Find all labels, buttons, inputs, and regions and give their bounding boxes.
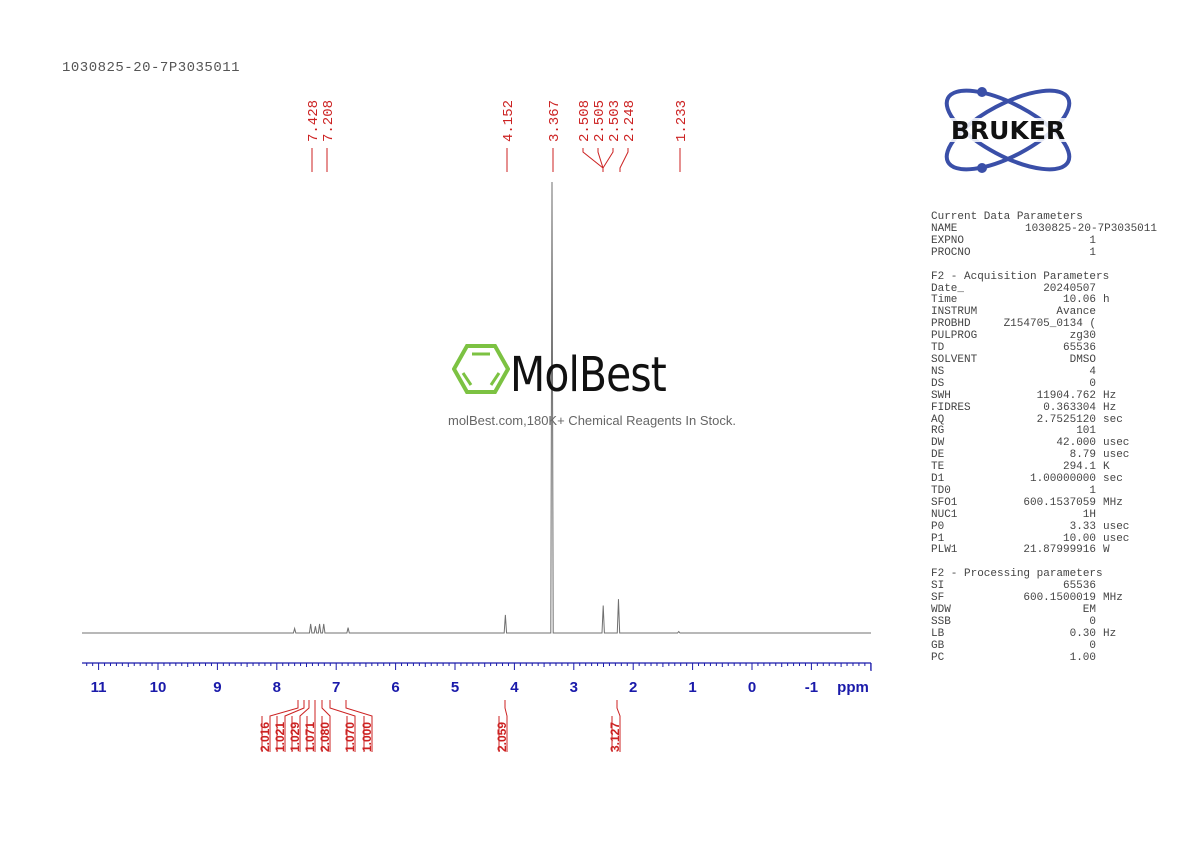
param-section-acquisition: F2 - Acquisition Parameters Date_ 20240507… xyxy=(931,270,1164,558)
peak-label: 3.367 xyxy=(547,100,563,142)
integral-value: 1.000 xyxy=(360,722,374,752)
param-row: SSB 0 xyxy=(931,616,1096,628)
peak-label: 1.233 xyxy=(674,100,690,142)
param-row: PC 1.00 xyxy=(931,651,1096,664)
param-section-processing: F2 - Processing parameters SI 65536 SF 600.1… xyxy=(931,568,1164,664)
param-heading: Current Data Parameters xyxy=(931,211,1083,223)
param-row: AQ 2.7525120 sec xyxy=(931,413,1123,426)
param-row: DS 0 xyxy=(931,377,1096,390)
svg-text:BRUKER: BRUKER xyxy=(951,116,1065,145)
bruker-logo-icon: BRUKER xyxy=(924,87,1092,173)
param-row: TD 65536 xyxy=(931,342,1096,355)
x-tick-label: -1 xyxy=(805,679,818,696)
peak-label: 2.508 xyxy=(577,100,593,142)
param-row: DW 42.000 usec xyxy=(931,437,1130,450)
x-tick-label: 0 xyxy=(748,679,756,696)
peak-label: 2.248 xyxy=(622,100,638,142)
x-tick-label: 1 xyxy=(688,679,696,696)
param-row: P0 3.33 usec xyxy=(931,520,1130,533)
integral-value: 3.127 xyxy=(608,722,622,752)
param-row: SI 65536 xyxy=(931,580,1096,593)
param-row: INSTRUM Avance xyxy=(931,306,1096,319)
param-row: GB 0 xyxy=(931,639,1096,652)
param-row: TE 294.1 K xyxy=(931,461,1110,474)
integral-value: 1.021 xyxy=(273,722,287,752)
x-tick-label: 11 xyxy=(91,679,107,696)
param-row: TD0 1 xyxy=(931,484,1096,497)
x-tick-label: 3 xyxy=(570,679,578,696)
x-tick-label: 5 xyxy=(451,679,459,696)
x-tick-label: 7 xyxy=(332,679,340,696)
sample-title: 1030825-20-7P3035011 xyxy=(62,60,241,76)
param-row: FIDRES 0.363304 Hz xyxy=(931,401,1117,414)
x-tick-label: 9 xyxy=(213,679,221,696)
param-row: LB 0.30 Hz xyxy=(931,627,1117,640)
parameters-panel: Current Data Parameters NAME 1030825-20-7P… xyxy=(931,211,1164,677)
param-row: WDW EM xyxy=(931,604,1096,617)
x-tick-label: 8 xyxy=(273,679,281,696)
param-row: SOLVENT DMSO xyxy=(931,353,1096,366)
param-row: NUC1 1H xyxy=(931,508,1096,521)
x-axis-label: ppm xyxy=(837,679,869,696)
peak-label: 2.503 xyxy=(607,100,623,142)
param-row: SWH 11904.762 Hz xyxy=(931,389,1117,402)
param-row: PROBHD Z154705_0134 ( xyxy=(931,318,1096,331)
param-heading: F2 - Processing parameters xyxy=(931,568,1103,581)
x-tick-label: 10 xyxy=(150,679,167,696)
integral-value: 2.016 xyxy=(258,722,272,752)
molbest-tagline: molBest.com,180K+ Chemical Reagents In S… xyxy=(448,413,736,428)
param-row: SF 600.1500019 MHz xyxy=(931,592,1123,605)
param-row: NAME 1030825-20-7P3035011 xyxy=(931,222,1157,235)
peak-label: 7.428 xyxy=(306,100,322,142)
param-row: P1 10.00 usec xyxy=(931,532,1130,545)
peak-label: 2.505 xyxy=(592,100,608,142)
param-row: EXPNO 1 xyxy=(931,234,1096,247)
x-tick-label: 2 xyxy=(629,679,637,696)
param-row: DE 8.79 usec xyxy=(931,449,1130,462)
peak-label: 7.208 xyxy=(321,100,337,142)
param-row: PULPROG zg30 xyxy=(931,330,1096,343)
integral-value: 1.071 xyxy=(303,722,317,752)
peak-label: 4.152 xyxy=(501,100,517,142)
param-row: SFO1 600.1537059 MHz xyxy=(931,496,1123,509)
param-row: D1 1.00000000 sec xyxy=(931,473,1123,486)
x-tick-label: 4 xyxy=(510,679,519,696)
integral-value: 2.059 xyxy=(495,722,509,752)
molbest-hexagon-icon xyxy=(452,344,510,394)
param-row: Date_ 20240507 xyxy=(931,282,1096,295)
integral-value: 2.080 xyxy=(318,722,332,752)
integral-value: 1.029 xyxy=(288,722,302,752)
param-row: RG 101 xyxy=(931,425,1096,438)
x-tick-label: 6 xyxy=(391,679,399,696)
param-row: PLW1 21.87999916 W xyxy=(931,544,1110,557)
molbest-brand: MolBest xyxy=(510,347,667,403)
integral-value: 1.070 xyxy=(343,722,357,752)
param-section-current: Current Data Parameters NAME 1030825-20-7P… xyxy=(931,211,1164,260)
param-row: Time 10.06 h xyxy=(931,294,1110,307)
param-row: PROCNO 1 xyxy=(931,246,1096,259)
param-row: NS 4 xyxy=(931,365,1096,378)
param-heading: F2 - Acquisition Parameters xyxy=(931,270,1110,283)
